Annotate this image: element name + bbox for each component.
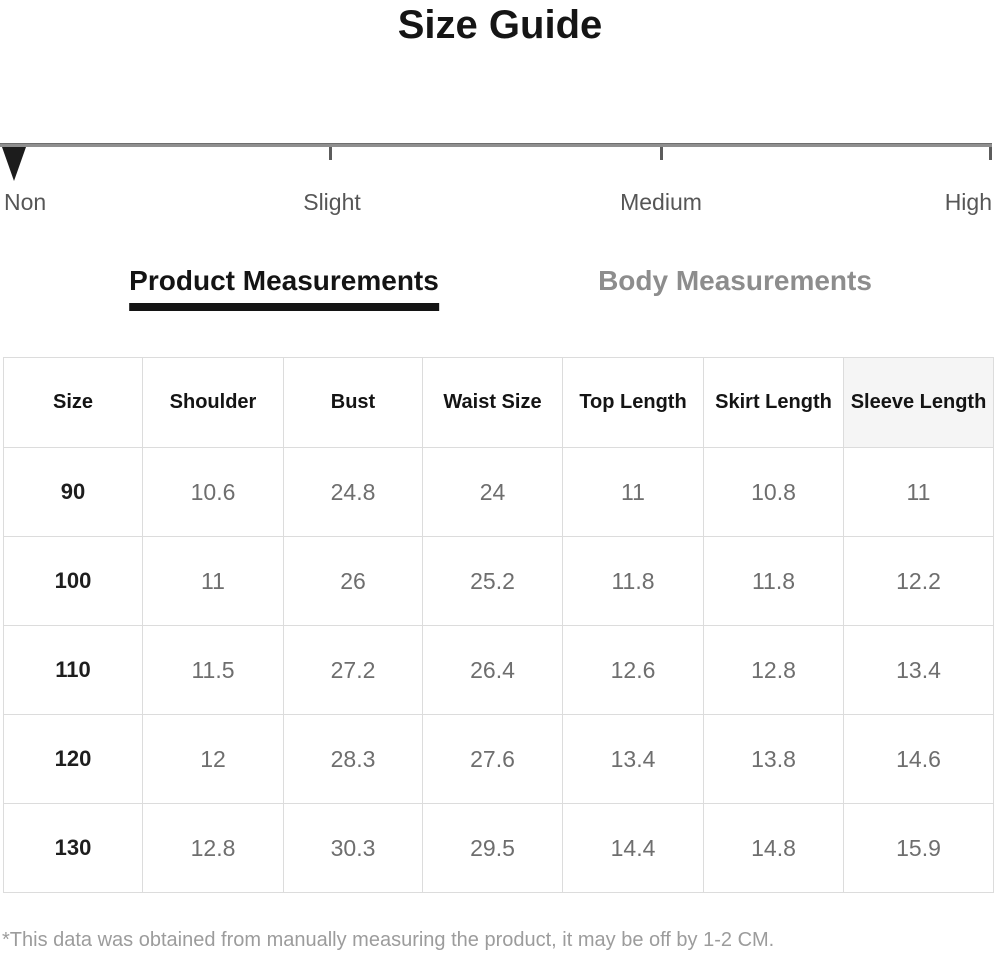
cell-sleeve-length: 12.2 [843,536,994,626]
cell-shoulder: 12 [142,714,284,804]
cell-skirt-length: 11.8 [703,536,844,626]
cell-bust: 30.3 [283,803,423,893]
page-title: Size Guide [397,3,603,47]
scale-label-non: Non [4,189,47,215]
cell-shoulder: 11.5 [142,625,284,715]
cell-bust: 28.3 [283,714,423,804]
cell-sleeve-length: 14.6 [843,714,994,804]
scale-tick-slight [329,147,332,160]
measurement-tabs: Product Measurements Body Measurements [0,265,1000,325]
size-table: Size Shoulder Bust Waist Size Top Length… [3,357,994,893]
cell-size: 100 [3,536,143,626]
cell-bust: 27.2 [283,625,423,715]
cell-waist: 24 [422,447,563,537]
cell-waist: 26.4 [422,625,563,715]
header-size: Size [3,357,143,448]
tab-body-measurements[interactable]: Body Measurements [598,265,872,296]
table-row: 130 12.8 30.3 29.5 14.4 14.8 15.9 [3,803,994,893]
scale-label-high: High [944,189,992,215]
scale-tick-high [989,147,992,160]
cell-top-length: 12.6 [562,625,704,715]
cell-size: 120 [3,714,143,804]
table-row: 120 12 28.3 27.6 13.4 13.8 14.6 [3,714,994,804]
cell-skirt-length: 13.8 [703,714,844,804]
cell-bust: 24.8 [283,447,423,537]
stretch-level-marker-icon [2,147,26,181]
cell-top-length: 13.4 [562,714,704,804]
cell-skirt-length: 12.8 [703,625,844,715]
tab-product-measurements[interactable]: Product Measurements [129,265,439,311]
cell-shoulder: 10.6 [142,447,284,537]
scale-tick-medium [660,147,663,160]
cell-waist: 27.6 [422,714,563,804]
header-skirt-length: Skirt Length [703,357,844,448]
cell-bust: 26 [283,536,423,626]
header-bust: Bust [283,357,423,448]
table-row: 90 10.6 24.8 24 11 10.8 11 [3,447,994,537]
table-row: 100 11 26 25.2 11.8 11.8 12.2 [3,536,994,626]
cell-size: 130 [3,803,143,893]
cell-top-length: 11.8 [562,536,704,626]
cell-skirt-length: 10.8 [703,447,844,537]
header-waist-size: Waist Size [422,357,563,448]
cell-waist: 29.5 [422,803,563,893]
table-row: 110 11.5 27.2 26.4 12.6 12.8 13.4 [3,625,994,715]
cell-sleeve-length: 13.4 [843,625,994,715]
header-shoulder: Shoulder [142,357,284,448]
header-sleeve-length: Sleeve Length [843,357,994,448]
measurement-disclaimer: *This data was obtained from manually me… [2,929,775,951]
cell-size: 110 [3,625,143,715]
table-header-row: Size Shoulder Bust Waist Size Top Length… [3,357,994,448]
scale-label-slight: Slight [303,189,361,215]
stretch-scale: Non Slight Medium High [0,143,1000,233]
cell-skirt-length: 14.8 [703,803,844,893]
header-top-length: Top Length [562,357,704,448]
cell-sleeve-length: 15.9 [843,803,994,893]
cell-waist: 25.2 [422,536,563,626]
cell-top-length: 11 [562,447,704,537]
cell-shoulder: 12.8 [142,803,284,893]
scale-line [0,143,992,147]
cell-size: 90 [3,447,143,537]
scale-label-medium: Medium [620,189,702,215]
cell-top-length: 14.4 [562,803,704,893]
cell-shoulder: 11 [142,536,284,626]
cell-sleeve-length: 11 [843,447,994,537]
